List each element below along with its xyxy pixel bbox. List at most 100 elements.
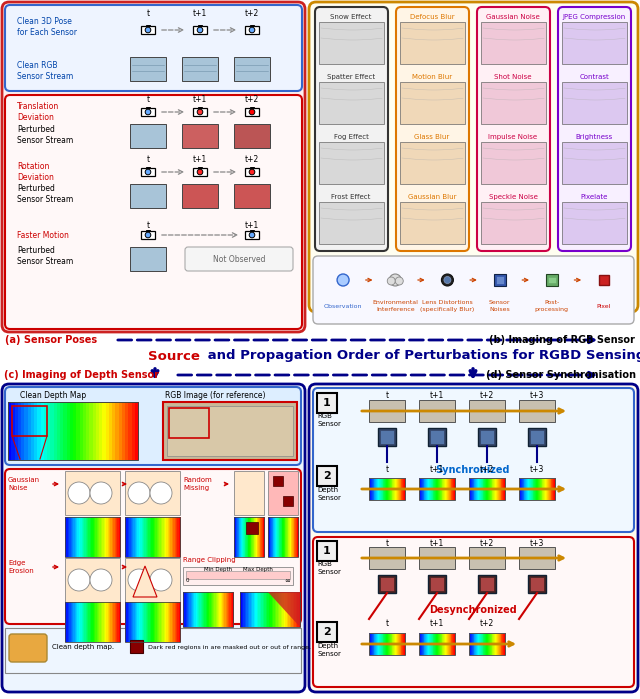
- Bar: [380, 577, 394, 591]
- Bar: [444, 633, 445, 655]
- Bar: [440, 478, 442, 500]
- Bar: [469, 400, 505, 422]
- Bar: [253, 517, 255, 557]
- Bar: [426, 633, 428, 655]
- Bar: [193, 26, 207, 34]
- Bar: [469, 633, 505, 655]
- Bar: [173, 602, 175, 642]
- Bar: [449, 478, 450, 500]
- Bar: [169, 408, 209, 438]
- Bar: [115, 602, 116, 642]
- Bar: [234, 57, 270, 81]
- FancyBboxPatch shape: [313, 537, 634, 687]
- Text: t+3: t+3: [530, 540, 544, 549]
- Bar: [480, 430, 494, 444]
- Bar: [444, 633, 445, 655]
- Bar: [445, 478, 447, 500]
- Bar: [490, 633, 491, 655]
- Bar: [440, 633, 442, 655]
- Bar: [419, 400, 455, 422]
- Bar: [268, 517, 298, 557]
- FancyBboxPatch shape: [477, 7, 550, 251]
- Bar: [427, 478, 429, 500]
- Bar: [106, 402, 109, 460]
- Bar: [28, 402, 31, 460]
- Bar: [478, 478, 479, 500]
- Bar: [244, 517, 245, 557]
- Text: t: t: [147, 96, 150, 104]
- FancyBboxPatch shape: [185, 247, 293, 271]
- Text: Random
Missing: Random Missing: [183, 477, 212, 491]
- Bar: [392, 633, 393, 655]
- Text: Motion Blur: Motion Blur: [412, 74, 452, 80]
- Bar: [390, 478, 392, 500]
- Text: t: t: [147, 220, 150, 229]
- Bar: [372, 633, 374, 655]
- Bar: [450, 633, 451, 655]
- Bar: [110, 517, 112, 557]
- Bar: [435, 478, 436, 500]
- Text: t+1: t+1: [430, 391, 444, 401]
- Bar: [444, 478, 445, 500]
- Bar: [493, 633, 495, 655]
- Text: t+1: t+1: [430, 465, 444, 473]
- Bar: [285, 517, 287, 557]
- Bar: [451, 478, 452, 500]
- Bar: [269, 517, 271, 557]
- Text: t+1: t+1: [245, 220, 259, 229]
- Bar: [487, 478, 488, 500]
- Bar: [173, 517, 175, 557]
- Bar: [553, 478, 555, 500]
- Bar: [250, 592, 253, 627]
- Bar: [8, 402, 138, 460]
- Bar: [108, 602, 109, 642]
- Bar: [435, 478, 436, 500]
- Bar: [264, 592, 266, 627]
- Bar: [204, 592, 206, 627]
- Bar: [237, 517, 238, 557]
- Bar: [532, 478, 533, 500]
- Bar: [150, 602, 152, 642]
- Text: Depth
Sensor: Depth Sensor: [317, 487, 341, 500]
- Bar: [539, 478, 540, 500]
- Bar: [502, 478, 504, 500]
- Bar: [376, 633, 378, 655]
- Bar: [134, 602, 136, 642]
- Bar: [146, 24, 150, 26]
- Bar: [535, 478, 536, 500]
- Bar: [199, 592, 201, 627]
- Circle shape: [90, 569, 112, 591]
- Bar: [280, 517, 281, 557]
- Bar: [489, 633, 490, 655]
- Bar: [396, 478, 397, 500]
- Bar: [245, 26, 259, 34]
- Text: t: t: [385, 391, 388, 401]
- Bar: [113, 517, 115, 557]
- Bar: [80, 602, 82, 642]
- Bar: [471, 478, 472, 500]
- Bar: [436, 633, 438, 655]
- Bar: [79, 602, 81, 642]
- Bar: [562, 142, 627, 184]
- Bar: [169, 517, 171, 557]
- Bar: [380, 633, 381, 655]
- Bar: [163, 402, 297, 460]
- Bar: [546, 274, 557, 286]
- Bar: [193, 108, 207, 116]
- Bar: [433, 478, 435, 500]
- Text: Contrast: Contrast: [579, 74, 609, 80]
- Bar: [404, 633, 406, 655]
- Text: t+2: t+2: [480, 619, 494, 628]
- Bar: [433, 633, 435, 655]
- Bar: [451, 633, 452, 655]
- Bar: [292, 517, 294, 557]
- Bar: [130, 124, 166, 148]
- Bar: [77, 517, 79, 557]
- Bar: [528, 575, 546, 593]
- Bar: [112, 517, 114, 557]
- Bar: [426, 478, 427, 500]
- Bar: [472, 478, 473, 500]
- Bar: [532, 478, 534, 500]
- Bar: [298, 592, 301, 627]
- Bar: [378, 428, 396, 446]
